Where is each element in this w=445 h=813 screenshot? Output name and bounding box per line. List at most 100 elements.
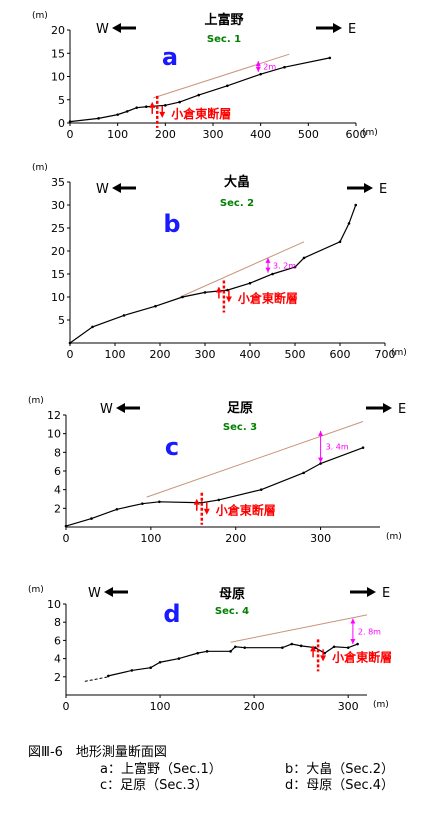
- panel-a-offset-label: 2m: [263, 63, 276, 72]
- panel-c-trend-line: [146, 421, 364, 498]
- panel-d-profile-point: [346, 646, 350, 649]
- panel-a-profile-point: [328, 56, 332, 60]
- panel-d-ytick-label: 8: [54, 616, 61, 629]
- panel-a-offset-head-bottom: [255, 66, 261, 72]
- panel-a-east-label: E: [348, 22, 356, 37]
- panel-a-xtick-label: 300: [203, 128, 224, 141]
- panel-b-east-arrow-head: [364, 183, 373, 193]
- caption-item-c: c：足原（Sec.3）: [100, 778, 208, 793]
- panel-a-ytick-label: 20: [51, 24, 65, 37]
- panel-b-y-unit: (m): [32, 163, 48, 173]
- panel-a-west-label: W: [96, 22, 109, 37]
- panel-c-ytick-label: 4: [54, 484, 61, 497]
- panel-b-x-unit: (m): [391, 348, 407, 358]
- panel-c-profile-point: [319, 462, 322, 465]
- panel-c-ytick-label: 10: [47, 428, 61, 441]
- panel-c-profile-line: [65, 447, 364, 527]
- panel-b-profile-point: [181, 295, 184, 299]
- panel-b-ytick-label: 35: [51, 176, 65, 189]
- panel-d-profile-point: [332, 645, 336, 649]
- panel-d-profile-point: [234, 645, 237, 649]
- panel-a-fault-label: 小倉東断層: [171, 106, 231, 121]
- caption-title: 図Ⅲ-6 地形測量断面図: [28, 745, 167, 760]
- panel-b-letter: b: [163, 210, 180, 238]
- panel-c-offset-head-bottom: [318, 457, 324, 463]
- panel-a-east-arrow-head: [333, 23, 342, 33]
- panel-d-profile-point: [130, 669, 134, 672]
- panel-b-xtick-label: 600: [330, 348, 351, 361]
- panel-c-xtick-label: 200: [225, 532, 246, 545]
- panel-d-west-label: W: [88, 586, 101, 601]
- panel-d-site-name: 母原: [219, 587, 245, 602]
- panel-b-profile-point: [271, 272, 274, 276]
- panel-d-profile-point: [243, 646, 247, 649]
- panel-a-offset-head-top: [255, 61, 261, 67]
- panel-d-profile-point: [149, 666, 152, 669]
- panel-c-site-name: 足原: [227, 401, 253, 416]
- panel-a-profile-point: [164, 104, 167, 107]
- panel-d-profile-point: [356, 642, 359, 646]
- panel-d-xtick-label: 200: [244, 700, 265, 713]
- panel-b-xtick-label: 100: [105, 348, 126, 361]
- panel-d-profile-point: [196, 651, 199, 655]
- panel-b-profile-point: [293, 265, 297, 269]
- panel-b-profile-point: [203, 291, 207, 294]
- panel-b-ytick-label: 15: [51, 268, 65, 281]
- panel-b-profile-point: [347, 222, 351, 225]
- panel-a-letter: a: [162, 43, 178, 71]
- panel-b-profile-point: [338, 240, 342, 244]
- panel-a-x-unit: (m): [362, 128, 378, 138]
- panel-c-east-arrow-head: [383, 403, 392, 413]
- panel-c-ytick-label: 2: [54, 502, 61, 515]
- panel-c-profile-point: [141, 502, 144, 505]
- panel-a-profile-point: [283, 65, 286, 69]
- panel-a-ytick-label: 5: [58, 94, 65, 107]
- panel-c-profile-point: [302, 471, 305, 475]
- panel-c-profile-point: [90, 517, 93, 520]
- panel-d-section-label: Sec. 4: [215, 606, 249, 617]
- panel-d-profile-dashed: [84, 676, 109, 682]
- panel-b-east-label: E: [379, 182, 387, 197]
- panel-a-xtick-label: 200: [155, 128, 176, 141]
- panel-b-xtick-label: 500: [285, 348, 306, 361]
- panel-c-section-label: Sec. 3: [223, 422, 257, 433]
- panel-a-ytick-label: 10: [51, 71, 65, 84]
- panel-b-profile-point: [154, 304, 157, 308]
- panel-a-profile-point: [97, 117, 100, 120]
- panel-d-ytick-label: 2: [54, 671, 61, 684]
- panel-b-xtick-label: 700: [375, 348, 396, 361]
- panel-a-y-unit: (m): [32, 11, 48, 21]
- panel-d-xtick-label: 300: [338, 700, 359, 713]
- panel-a-profile-point: [135, 106, 139, 109]
- panel-c-ytick-label: 6: [54, 465, 61, 478]
- panel-c-xtick-label: 0: [63, 532, 70, 545]
- panel-a-xtick-label: 600: [346, 128, 367, 141]
- panel-a-profile-point: [178, 100, 181, 104]
- panel-d-fault-arrow-down: [320, 655, 327, 662]
- panel-a-xtick-label: 400: [250, 128, 271, 141]
- panel-d-xtick-label: 100: [150, 700, 171, 713]
- panel-d-profile-point: [290, 642, 294, 646]
- panel-a-profile-point: [259, 72, 262, 76]
- panel-c-letter: c: [165, 433, 179, 461]
- panel-b-profile-point: [302, 256, 306, 260]
- panel-b-section-label: Sec. 2: [220, 198, 254, 209]
- panel-a-site-name: 上富野: [204, 12, 243, 28]
- panel-d-letter: d: [163, 600, 180, 628]
- panel-c-profile-point: [64, 524, 68, 528]
- panel-a-trend-line: [153, 53, 290, 99]
- panel-c-profile-point: [217, 498, 221, 502]
- panel-d-profile-point: [299, 644, 303, 648]
- panel-d-ytick-label: 6: [54, 634, 61, 647]
- panel-b-west-label: W: [96, 182, 109, 197]
- panel-b-xtick-label: 200: [150, 348, 171, 361]
- panel-d-profile-point: [177, 657, 181, 660]
- panel-d-profile-point: [107, 674, 110, 678]
- panel-c-west-label: W: [100, 402, 113, 417]
- figure-caption: 図Ⅲ-6 地形測量断面図 a：上富野（Sec.1） b：大畠（Sec.2） c：…: [28, 745, 438, 794]
- panel-c-fault-arrow-up: [193, 498, 200, 505]
- panel-d-ytick-label: 10: [47, 598, 61, 611]
- panel-d-east-label: E: [382, 586, 390, 601]
- panel-d-fault-arrow-up: [310, 645, 317, 652]
- panel-b-offset-label: 3. 2m: [273, 261, 296, 270]
